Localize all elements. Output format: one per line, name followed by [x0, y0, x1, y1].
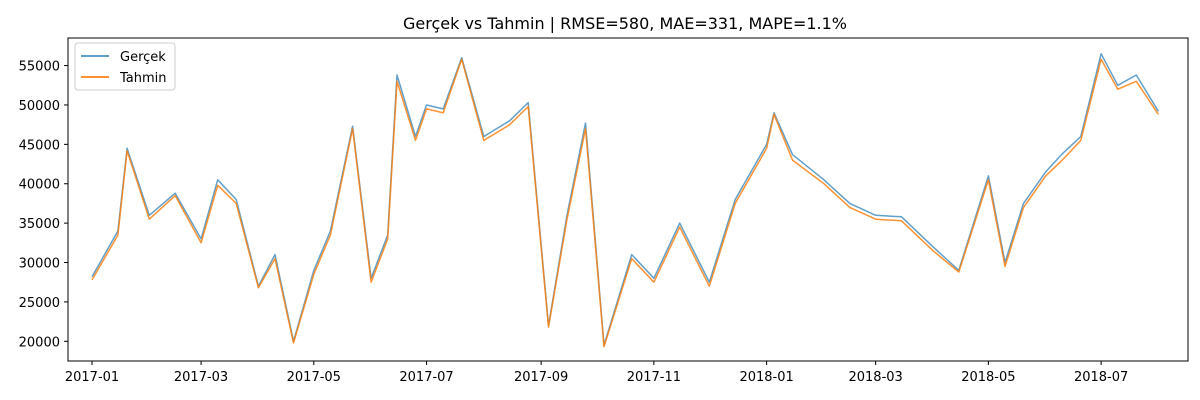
series-line-forecast [91, 58, 1160, 348]
x-tick-label: 2018-03 [848, 370, 902, 385]
x-tick-label: 2017-07 [399, 370, 453, 385]
y-tick-label: 55000 [19, 60, 60, 75]
y-tick-label: 35000 [19, 217, 60, 232]
x-tick-label: 2018-05 [961, 370, 1015, 385]
plot-frame [67, 37, 1189, 362]
y-axis: 20000 25000 30000 35000 40000 45000 50000 55000 [19, 60, 68, 350]
legend-label-actual: Gerçek [120, 50, 166, 65]
y-tick-label: 40000 [19, 178, 60, 193]
y-tick-label: 20000 [19, 335, 60, 350]
y-tick-label: 50000 [19, 99, 60, 114]
x-axis: 2017-01 2017-03 2017-05 2017-07 2017-09 2017-… [65, 361, 1128, 385]
y-tick-label: 25000 [19, 296, 60, 311]
x-tick-label: 2018-01 [739, 370, 793, 385]
y-tick-label: 30000 [19, 257, 60, 272]
x-tick-label: 2017-01 [65, 370, 119, 385]
x-tick-label: 2017-11 [627, 370, 681, 385]
x-tick-label: 2018-07 [1074, 370, 1128, 385]
legend: Gerçek Tahmin [74, 42, 176, 91]
chart-title: Gerçek vs Tahmin | RMSE=580, MAE=331, MA… [403, 14, 847, 33]
x-tick-label: 2017-09 [514, 370, 568, 385]
x-tick-label: 2017-05 [287, 370, 341, 385]
y-tick-label: 45000 [19, 138, 60, 153]
legend-box [74, 42, 176, 91]
x-tick-label: 2017-03 [174, 370, 228, 385]
legend-label-forecast: Tahmin [119, 71, 167, 86]
